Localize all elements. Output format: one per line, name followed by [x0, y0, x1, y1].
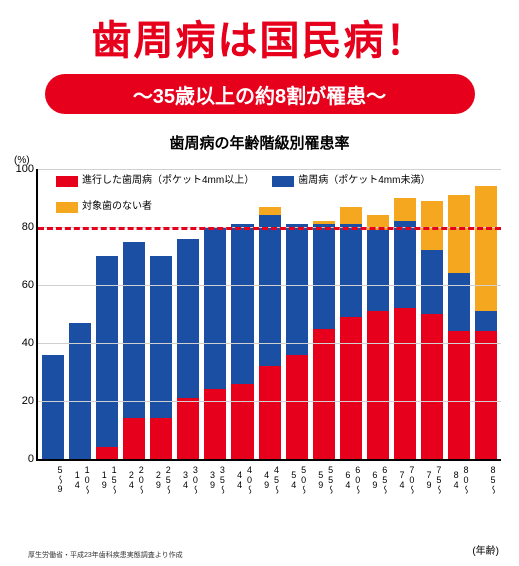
bar-segment-advanced: [421, 314, 443, 459]
x-tick-label: 60〜64: [340, 461, 362, 495]
x-tick-label: 80〜84: [448, 461, 470, 495]
subtitle-text: 〜35歳以上の約8割が罹患〜: [133, 80, 386, 109]
bar-column: [421, 201, 443, 459]
subtitle-pill: 〜35歳以上の約8割が罹患〜: [45, 74, 475, 114]
bar-segment-mild: [231, 224, 253, 384]
x-tick-label: 35〜39: [204, 461, 226, 495]
bar-segment-none: [475, 186, 497, 311]
y-tick-label: 40: [14, 337, 34, 349]
bar-segment-advanced: [367, 311, 389, 459]
x-tick-label: 25〜29: [150, 461, 172, 495]
x-tick-label: 20〜24: [123, 461, 145, 495]
gridline: [38, 343, 501, 344]
y-tick-label: 100: [14, 163, 34, 175]
bar-segment-advanced: [123, 418, 145, 459]
bar-segment-mild: [286, 224, 308, 355]
bar-segment-advanced: [475, 331, 497, 459]
bar-segment-advanced: [96, 447, 118, 459]
bar-segment-none: [394, 198, 416, 221]
bar-segment-mild: [367, 230, 389, 311]
bar-segment-advanced: [231, 384, 253, 459]
x-tick-label: 65〜69: [367, 461, 389, 495]
y-tick-label: 0: [14, 453, 34, 465]
bar-segment-mild: [123, 242, 145, 419]
reference-line: [38, 227, 501, 230]
bar-segment-none: [340, 207, 362, 224]
bar-segment-advanced: [259, 366, 281, 459]
bar-segment-mild: [177, 239, 199, 399]
y-axis: [36, 169, 38, 459]
bar-segment-mild: [394, 221, 416, 308]
bar-segment-mild: [42, 355, 64, 459]
headline: 歯周病は国民病！: [92, 8, 428, 66]
x-labels: 5〜910〜1415〜1920〜2425〜2930〜3435〜3940〜44 45…: [38, 461, 501, 495]
bar-segment-mild: [313, 224, 335, 328]
plot-region: 020406080100: [38, 169, 501, 459]
bar-column: [313, 221, 335, 459]
x-tick-label: 70〜74: [394, 461, 416, 495]
bar-segment-mild: [150, 256, 172, 418]
bar-column: [259, 207, 281, 459]
x-tick-label: 15〜19: [96, 461, 118, 495]
bar-segment-advanced: [204, 389, 226, 459]
gridline: [38, 401, 501, 402]
bar-column: [286, 224, 308, 459]
gridline: [38, 169, 501, 170]
x-tick-label: 10〜14: [69, 461, 91, 495]
bar-column: [367, 215, 389, 459]
bar-segment-advanced: [448, 331, 470, 459]
bar-segment-mild: [421, 250, 443, 314]
bar-segment-advanced: [177, 398, 199, 459]
x-tick-label: 5〜9: [42, 461, 64, 495]
x-tick-label: 75〜79: [421, 461, 443, 495]
chart-title: 歯周病の年齢階級別罹患率: [0, 132, 519, 153]
bar-column: [177, 239, 199, 459]
bar-column: [394, 198, 416, 459]
bar-segment-mild: [340, 224, 362, 317]
x-tick-label: 30〜34: [177, 461, 199, 495]
bar-column: [231, 224, 253, 459]
bar-segment-advanced: [150, 418, 172, 459]
y-tick-label: 80: [14, 221, 34, 233]
x-tick-label: 50〜54: [286, 461, 308, 495]
bar-column: [42, 355, 64, 459]
bar-segment-none: [448, 195, 470, 273]
bar-segment-advanced: [340, 317, 362, 459]
bar-segment-advanced: [394, 308, 416, 459]
x-tick-label: 85〜: [475, 461, 497, 495]
bar-segment-advanced: [313, 329, 335, 460]
bar-segment-none: [259, 207, 281, 216]
bar-segment-mild: [448, 273, 470, 331]
bar-segment-mild: [204, 227, 226, 389]
bar-column: [96, 256, 118, 459]
bar-segment-mild: [475, 311, 497, 331]
chart-area: (%) 進行した歯周病（ポケット4mm以上）歯周病（ポケット4mm未満）対象歯の…: [14, 159, 505, 539]
bar-column: [123, 242, 145, 459]
x-tick-label: 55〜59: [313, 461, 335, 495]
bar-segment-none: [421, 201, 443, 250]
x-axis-unit: (年齢): [472, 542, 499, 557]
bar-segment-advanced: [286, 355, 308, 459]
x-tick-label: 40〜44: [231, 461, 253, 495]
bar-column: [340, 207, 362, 459]
footnote: 厚生労働省・平成23年歯科疾患実態調査より作成: [28, 550, 183, 560]
x-tick-label: 45〜49: [259, 461, 281, 495]
gridline: [38, 285, 501, 286]
bar-column: [150, 256, 172, 459]
y-tick-label: 60: [14, 279, 34, 291]
y-tick-label: 20: [14, 395, 34, 407]
bar-column: [448, 195, 470, 459]
